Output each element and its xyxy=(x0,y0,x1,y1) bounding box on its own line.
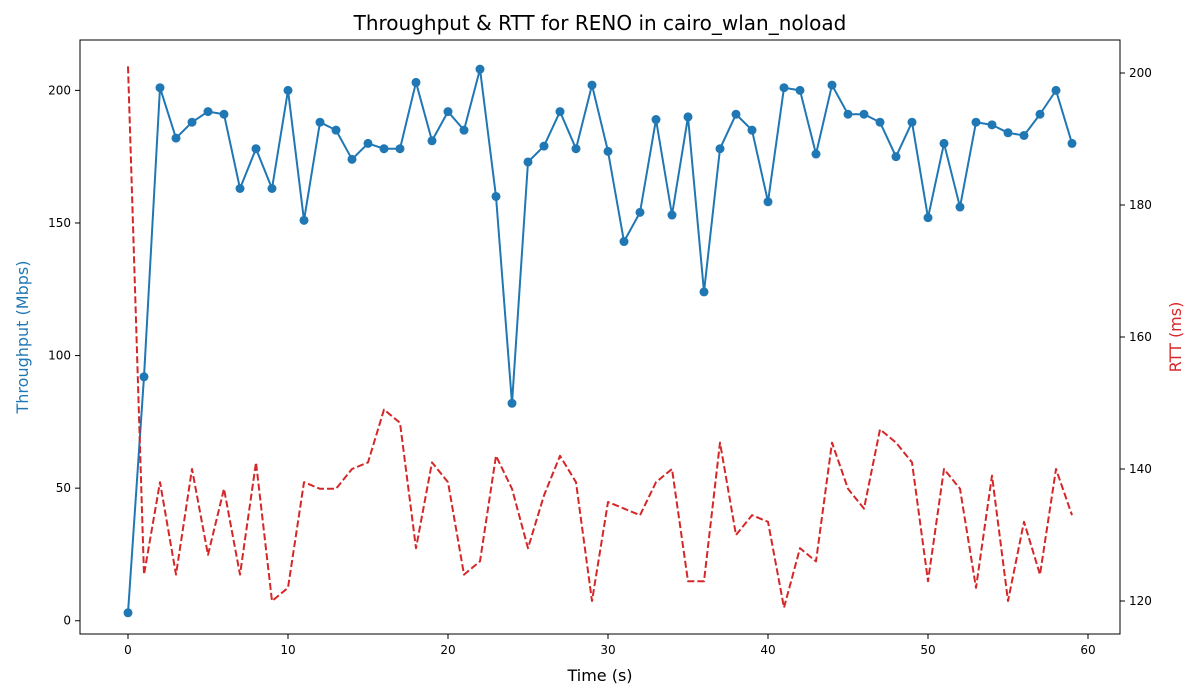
throughput-point xyxy=(395,144,405,154)
throughput-point xyxy=(315,117,325,127)
chart-title: Throughput & RTT for RENO in cairo_wlan_… xyxy=(353,11,847,35)
throughput-point xyxy=(955,202,965,212)
throughput-point xyxy=(603,146,613,156)
throughput-point xyxy=(411,77,421,87)
throughput-point xyxy=(971,117,981,127)
throughput-point xyxy=(891,152,901,162)
throughput-point xyxy=(827,80,837,90)
right-tick-label: 160 xyxy=(1129,330,1152,344)
throughput-point xyxy=(219,109,229,119)
throughput-point xyxy=(859,109,869,119)
throughput-point xyxy=(363,138,373,148)
throughput-point xyxy=(651,115,661,125)
throughput-point xyxy=(939,138,949,148)
throughput-point xyxy=(299,215,309,225)
throughput-point xyxy=(987,120,997,130)
throughput-point xyxy=(571,144,581,154)
throughput-point xyxy=(1067,138,1077,148)
x-tick-label: 0 xyxy=(124,643,132,657)
throughput-point xyxy=(1051,85,1061,95)
throughput-point xyxy=(251,144,261,154)
x-tick-label: 30 xyxy=(600,643,615,657)
x-tick-label: 20 xyxy=(440,643,455,657)
left-tick-label: 150 xyxy=(48,216,71,230)
right-tick-label: 200 xyxy=(1129,66,1152,80)
left-tick-label: 200 xyxy=(48,83,71,97)
throughput-point xyxy=(779,83,789,93)
throughput-point xyxy=(139,372,149,382)
throughput-point xyxy=(187,117,197,127)
throughput-point xyxy=(123,608,133,618)
throughput-point xyxy=(235,184,245,193)
throughput-point xyxy=(379,144,389,154)
right-axis-label: RTT (ms) xyxy=(1166,302,1185,373)
throughput-point xyxy=(667,210,677,220)
right-axis-ticks: 120 140 160 180 200 xyxy=(1120,66,1152,608)
throughput-point xyxy=(619,237,629,247)
throughput-point xyxy=(427,136,437,146)
plot-area-frame xyxy=(79,39,1121,635)
x-axis-label: Time (s) xyxy=(566,666,632,685)
throughput-series-line xyxy=(127,68,1073,613)
series-layer xyxy=(123,64,1077,618)
left-tick-label: 100 xyxy=(48,349,71,363)
throughput-point xyxy=(763,197,773,207)
throughput-point xyxy=(203,107,213,117)
throughput-point xyxy=(267,184,277,193)
left-tick-label: 50 xyxy=(56,481,71,495)
x-tick-label: 40 xyxy=(760,643,775,657)
throughput-point xyxy=(731,109,741,119)
throughput-point xyxy=(811,149,821,159)
throughput-point xyxy=(843,109,853,119)
right-tick-label: 140 xyxy=(1129,462,1152,476)
left-axis-label: Throughput (Mbps) xyxy=(13,261,32,415)
throughput-point xyxy=(715,144,725,154)
left-axis-ticks: 0 50 100 150 200 xyxy=(48,83,80,628)
throughput-point xyxy=(699,287,709,297)
throughput-point xyxy=(1019,130,1029,140)
throughput-point xyxy=(171,133,181,143)
rtt-series-line xyxy=(127,66,1073,609)
throughput-point xyxy=(1003,128,1013,138)
throughput-point xyxy=(507,398,517,408)
throughput-point xyxy=(491,191,501,201)
throughput-point xyxy=(331,125,341,135)
throughput-point xyxy=(443,107,453,117)
throughput-point xyxy=(555,107,565,117)
throughput-point xyxy=(1035,109,1045,119)
throughput-point xyxy=(523,157,533,167)
x-tick-label: 60 xyxy=(1080,643,1095,657)
x-tick-label: 50 xyxy=(920,643,935,657)
throughput-point xyxy=(923,213,933,223)
throughput-point xyxy=(907,117,917,127)
throughput-point xyxy=(875,117,885,127)
throughput-point xyxy=(283,85,293,95)
throughput-point xyxy=(635,207,645,217)
throughput-point xyxy=(587,80,597,90)
throughput-point xyxy=(539,141,549,151)
throughput-point xyxy=(747,125,757,135)
throughput-point xyxy=(795,85,805,95)
throughput-point xyxy=(347,154,357,164)
right-tick-label: 180 xyxy=(1129,198,1152,212)
right-tick-label: 120 xyxy=(1129,594,1152,608)
throughput-point xyxy=(459,125,469,135)
left-tick-label: 0 xyxy=(63,614,71,628)
throughput-point xyxy=(475,64,485,74)
x-tick-label: 10 xyxy=(280,643,295,657)
throughput-point xyxy=(155,83,165,93)
x-axis-ticks: 0 10 20 30 40 50 60 xyxy=(124,634,1096,657)
throughput-point xyxy=(683,112,693,122)
